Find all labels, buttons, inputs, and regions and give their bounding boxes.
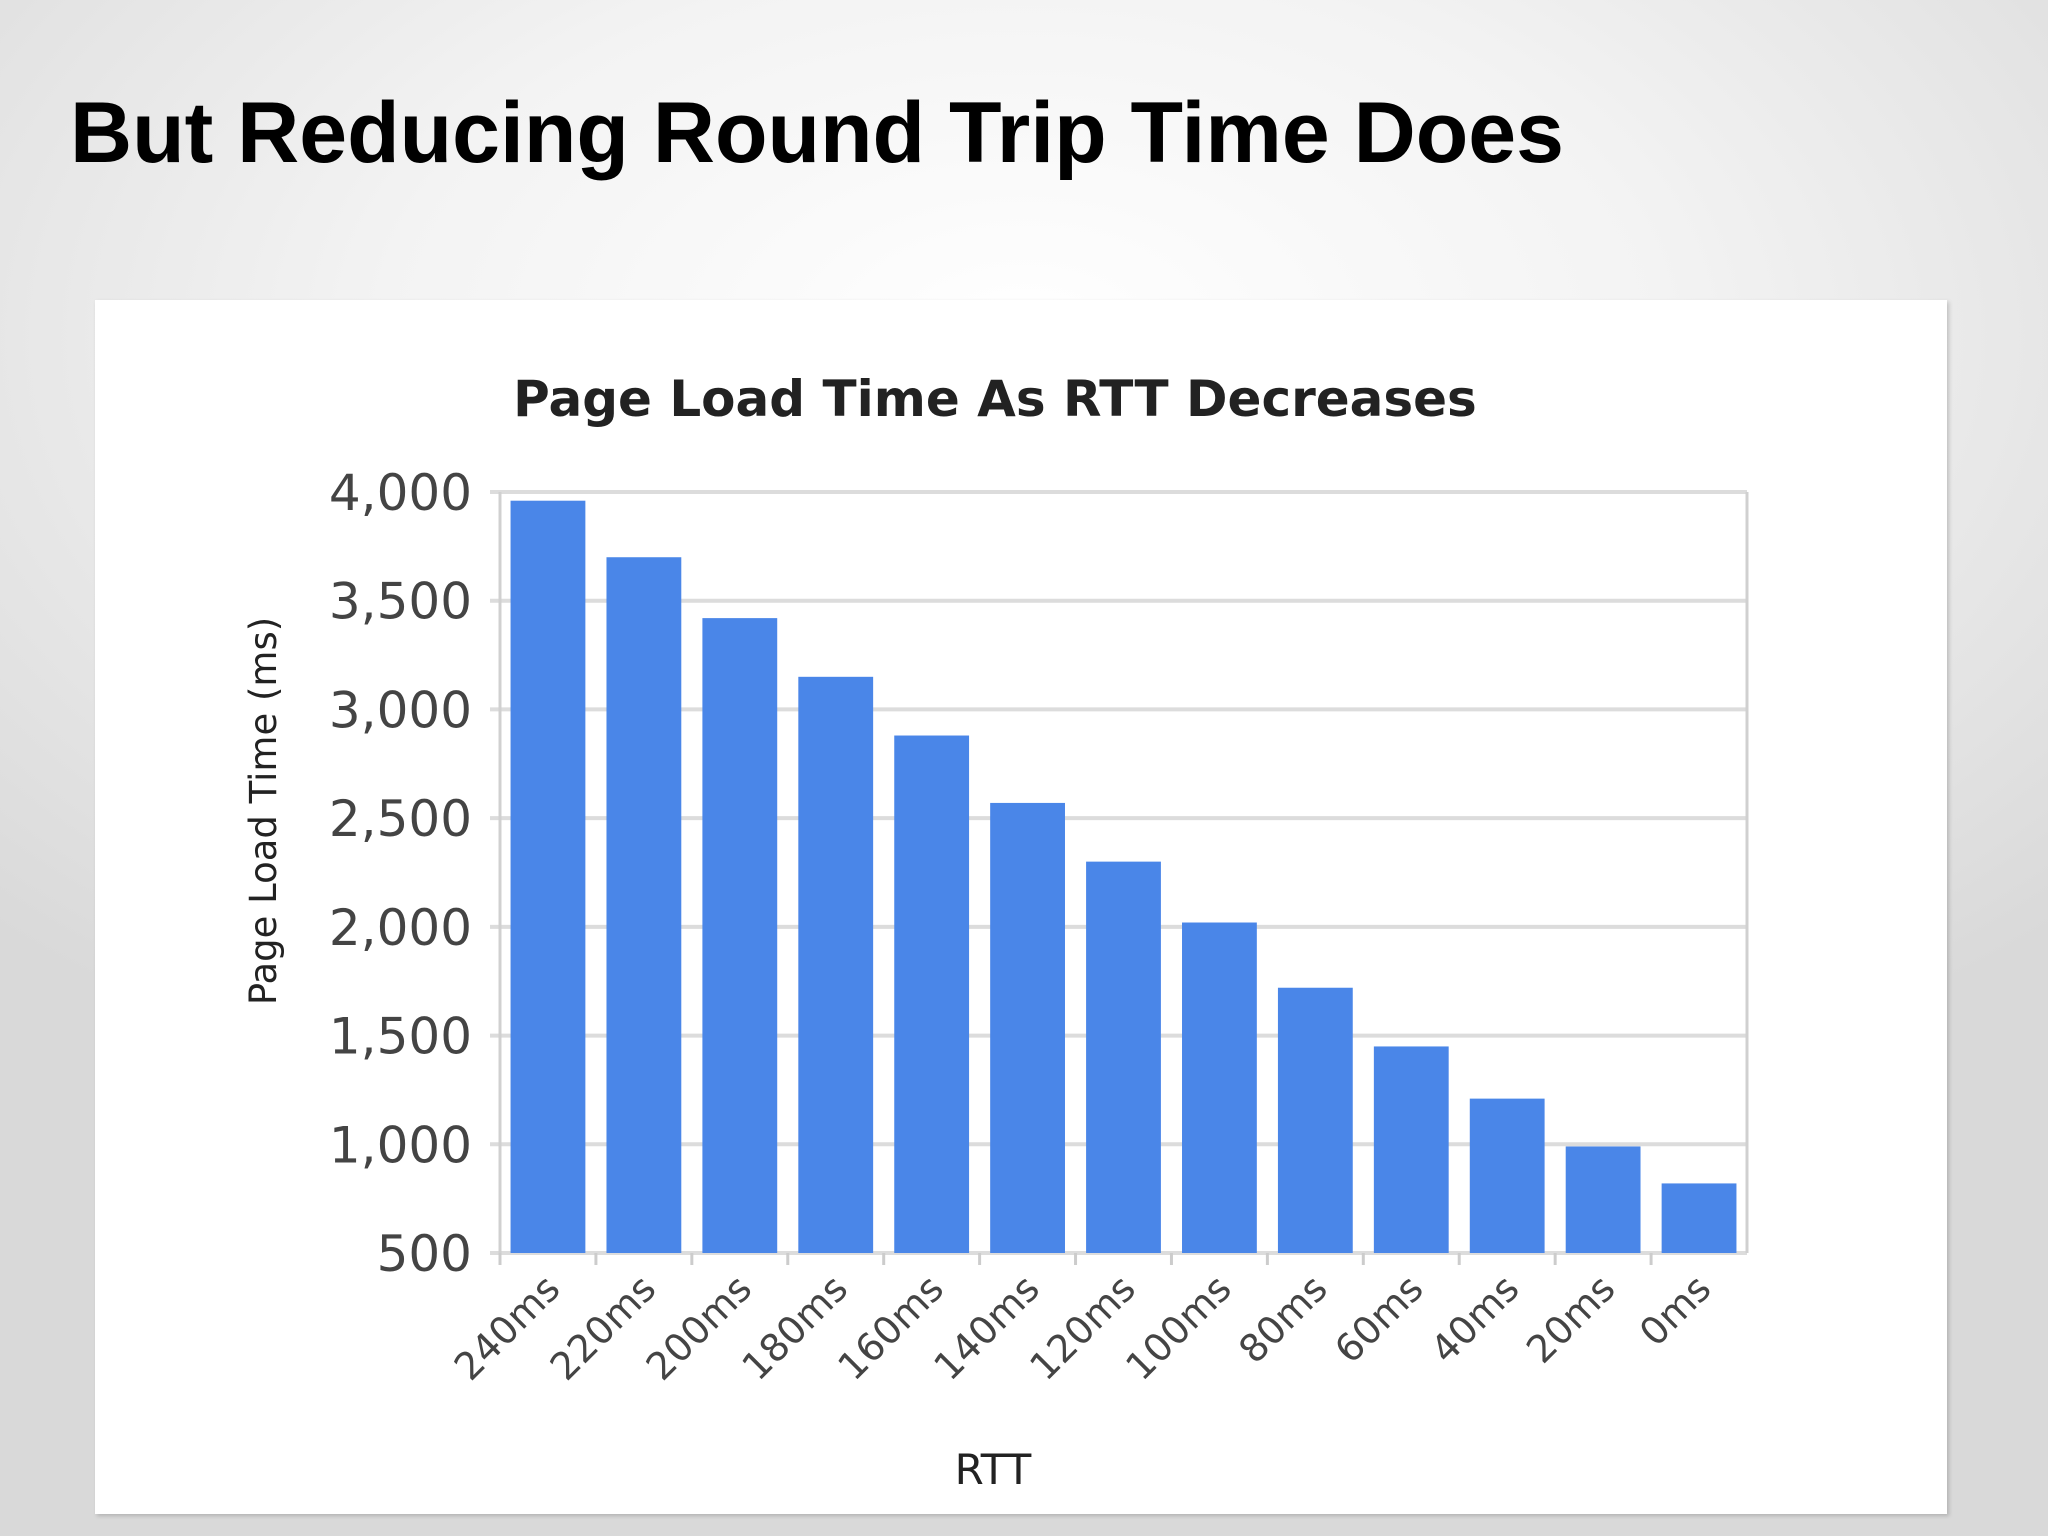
bar (1277, 987, 1353, 1253)
chart-panel: Page Load Time As RTT Decreases Page Loa… (95, 300, 1947, 1514)
x-tick-label: 160ms (829, 1266, 952, 1389)
bar (606, 557, 682, 1253)
bar (990, 802, 1065, 1253)
x-tick-label: 0ms (1631, 1266, 1719, 1354)
x-tick-label: 140ms (925, 1266, 1048, 1389)
y-tick-label: 3,000 (329, 681, 472, 739)
x-axis-label: RTT (955, 1445, 1032, 1494)
bar (1086, 861, 1161, 1253)
x-tick-label: 220ms (542, 1266, 665, 1389)
chart-title: Page Load Time As RTT Decreases (513, 370, 1477, 428)
x-tick-label: 120ms (1021, 1266, 1144, 1389)
x-tick-label: 60ms (1326, 1266, 1431, 1371)
gridlines (490, 490, 1749, 1265)
y-axis-label: Page Load Time (ms) (242, 617, 285, 1005)
bar (702, 618, 778, 1253)
y-tick-label: 2,000 (329, 899, 472, 957)
slide-title: But Reducing Round Trip Time Does (70, 85, 1564, 181)
y-tick-label: 2,500 (329, 790, 472, 848)
y-tick-label: 3,500 (329, 573, 472, 631)
bar (798, 676, 874, 1253)
bar (510, 500, 586, 1253)
y-tick-label: 4,000 (329, 464, 472, 522)
bar-chart: Page Load Time As RTT Decreases Page Loa… (242, 370, 1749, 1494)
x-tick-label: 80ms (1230, 1266, 1335, 1371)
bar (1373, 1046, 1449, 1253)
bar (1182, 922, 1257, 1253)
bar (1469, 1098, 1545, 1253)
bars (510, 500, 1737, 1253)
x-tick-label: 240ms (446, 1266, 569, 1389)
x-tick-label: 20ms (1518, 1266, 1623, 1371)
bar (1565, 1146, 1641, 1253)
x-tick-labels: 240ms220ms200ms180ms160ms140ms120ms100ms… (446, 1266, 1720, 1389)
y-tick-labels: 500 1,000 1,500 2,000 2,500 3,000 3,500 4,000 (329, 464, 472, 1283)
y-tick-label: 500 (377, 1225, 472, 1283)
bar (1661, 1183, 1737, 1253)
x-tick-label: 40ms (1422, 1266, 1527, 1371)
y-tick-label: 1,000 (329, 1116, 472, 1174)
y-tick-label: 1,500 (329, 1008, 472, 1066)
x-tick-label: 200ms (638, 1266, 761, 1389)
x-tick-label: 180ms (734, 1266, 857, 1389)
x-tick-label: 100ms (1117, 1266, 1240, 1389)
bar (894, 735, 970, 1253)
